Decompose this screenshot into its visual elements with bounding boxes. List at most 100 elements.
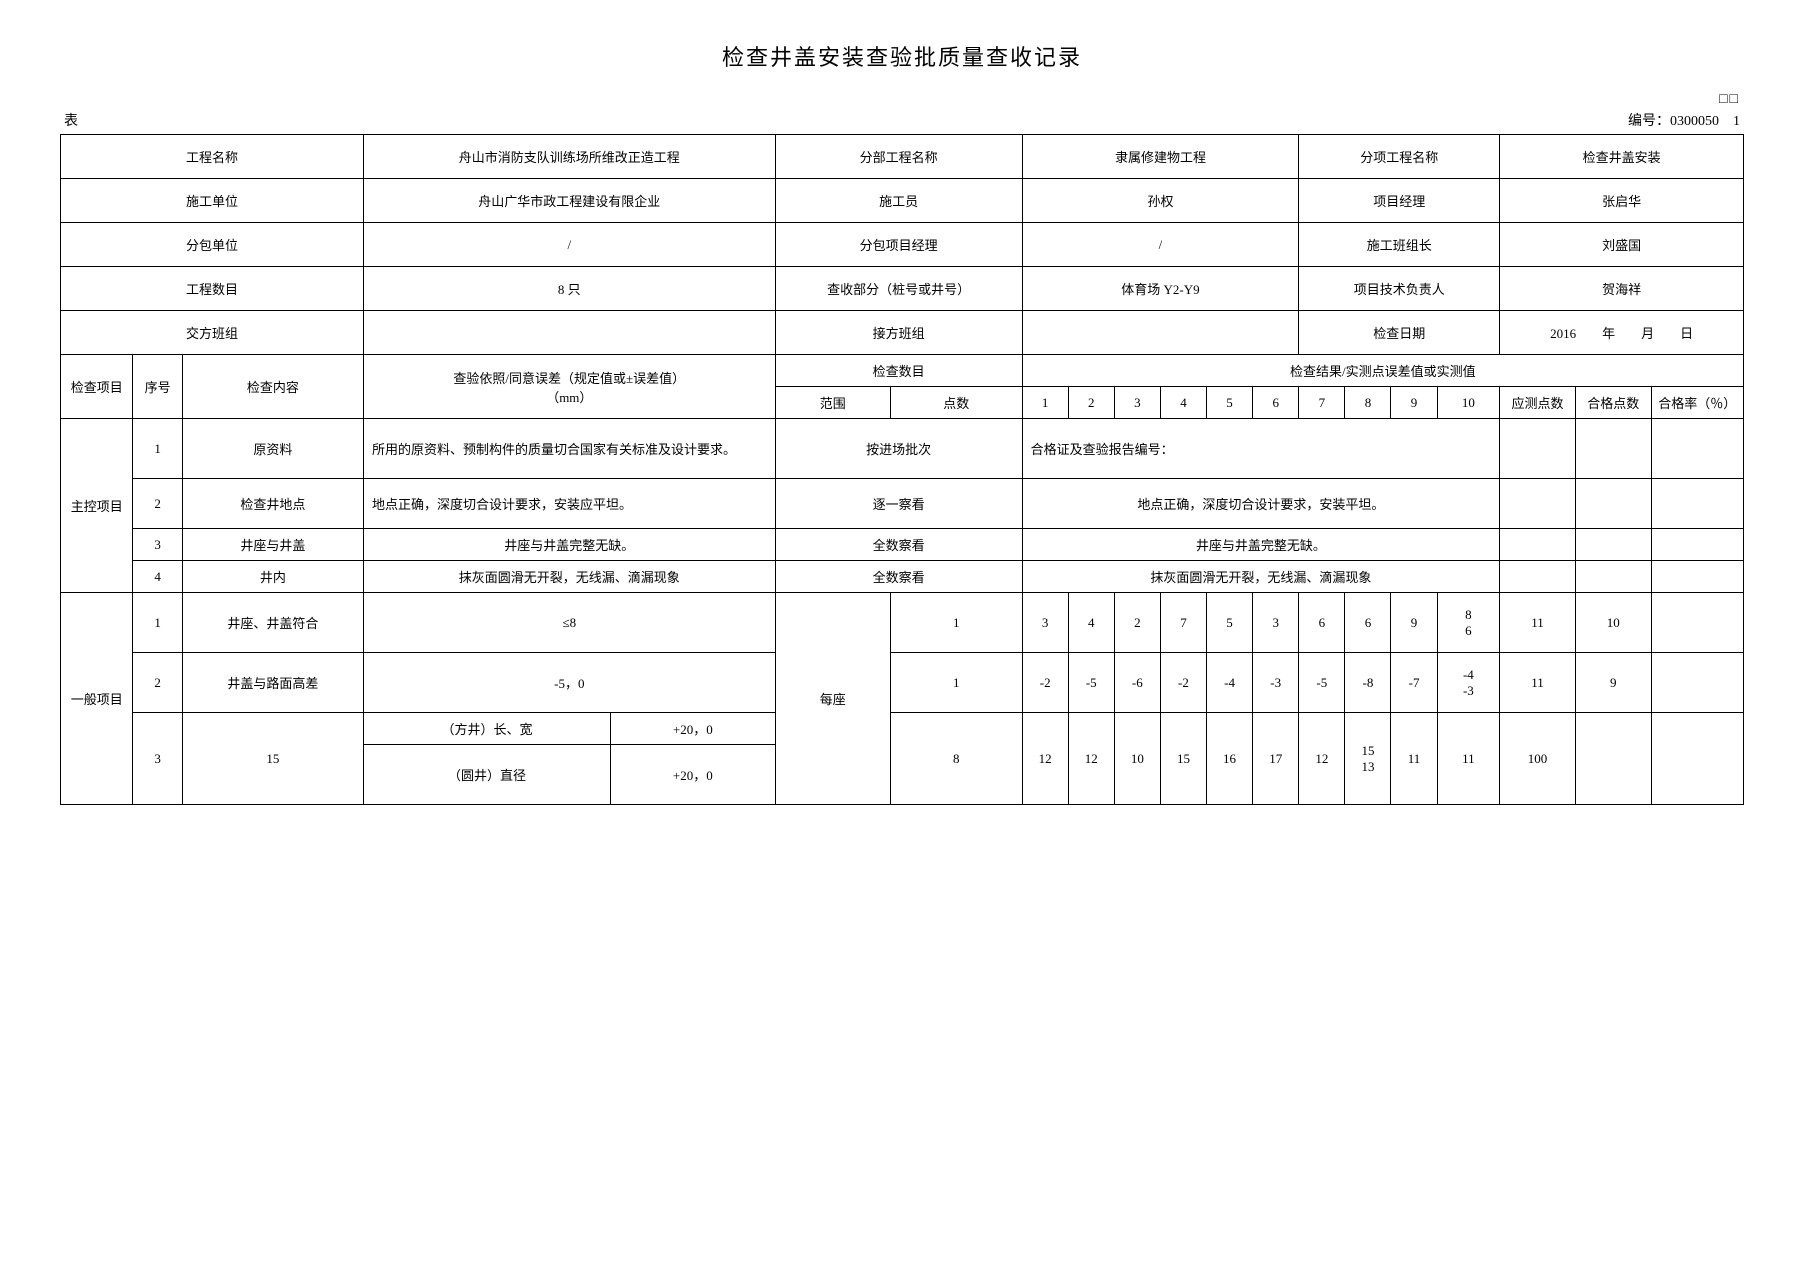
- cell: [1500, 419, 1576, 479]
- value: 检查井盖安装: [1500, 135, 1744, 179]
- th: 检查内容: [182, 355, 363, 419]
- cell: [1575, 479, 1651, 529]
- cell: [1651, 561, 1743, 593]
- cell: [1500, 479, 1576, 529]
- cell: 3: [1022, 593, 1068, 653]
- cell: 井盖与路面高差: [182, 653, 363, 713]
- cell: 10: [1114, 713, 1160, 805]
- label: 查收部分（桩号或井号）: [775, 267, 1022, 311]
- value: 舟山广华市政工程建设有限企业: [363, 179, 775, 223]
- cell: 检查井地点: [182, 479, 363, 529]
- label: 交方班组: [61, 311, 364, 355]
- th: 2: [1068, 387, 1114, 419]
- code-label: 编号：: [1628, 114, 1670, 129]
- cell: 地点正确，深度切合设计要求，安装平坦。: [1022, 479, 1500, 529]
- label: 施工员: [775, 179, 1022, 223]
- label: 工程名称: [61, 135, 364, 179]
- value: 舟山市消防支队训练场所维改正造工程: [363, 135, 775, 179]
- label: 分包项目经理: [775, 223, 1022, 267]
- value: 体育场 Y2-Y9: [1022, 267, 1299, 311]
- label: 项目技术负责人: [1299, 267, 1500, 311]
- label: 检查日期: [1299, 311, 1500, 355]
- cell: 1: [890, 593, 1022, 653]
- th: 4: [1160, 387, 1206, 419]
- main-table: 工程名称 舟山市消防支队训练场所维改正造工程 分部工程名称 隶属修建物工程 分项…: [60, 134, 1744, 805]
- cell: 原资料: [182, 419, 363, 479]
- cell: 11: [1391, 713, 1437, 805]
- cell: -2: [1160, 653, 1206, 713]
- value: /: [363, 223, 775, 267]
- cell: 所用的原资料、预制构件的质量切合国家有关标准及设计要求。: [363, 419, 775, 479]
- cell: ≤8: [363, 593, 775, 653]
- cell: 3: [1253, 593, 1299, 653]
- th: 应测点数: [1500, 387, 1576, 419]
- cell: +20，0: [610, 745, 775, 805]
- cell: 抹灰面圆滑无开裂，无线漏、滴漏现象: [1022, 561, 1500, 593]
- label: 施工班组长: [1299, 223, 1500, 267]
- cell: 井座与井盖完整无缺。: [1022, 529, 1500, 561]
- cell: 地点正确，深度切合设计要求，安装应平坦。: [363, 479, 775, 529]
- label: 分项工程名称: [1299, 135, 1500, 179]
- label: 工程数目: [61, 267, 364, 311]
- cell: [1575, 561, 1651, 593]
- cell: 11: [1500, 653, 1576, 713]
- label: 分包单位: [61, 223, 364, 267]
- cell: 1: [133, 593, 182, 653]
- th: 1: [1022, 387, 1068, 419]
- cell: [1651, 653, 1743, 713]
- th: 7: [1299, 387, 1345, 419]
- th: 检查结果/实测点误差值或实测值: [1022, 355, 1743, 387]
- value: 孙权: [1022, 179, 1299, 223]
- th: 合格点数: [1575, 387, 1651, 419]
- cell: -8: [1345, 653, 1391, 713]
- value: /: [1022, 223, 1299, 267]
- cell: -5，0: [363, 653, 775, 713]
- cell: 每座: [775, 593, 890, 805]
- cell: 1: [133, 419, 182, 479]
- value: 张启华: [1500, 179, 1744, 223]
- cell: -4: [1206, 653, 1252, 713]
- cell: 2: [133, 653, 182, 713]
- cell: -6: [1114, 653, 1160, 713]
- cell: -5: [1299, 653, 1345, 713]
- cell: [1651, 593, 1743, 653]
- label: 接方班组: [775, 311, 1022, 355]
- th: 检查数目: [775, 355, 1022, 387]
- label: 施工单位: [61, 179, 364, 223]
- cell: 7: [1160, 593, 1206, 653]
- code-value: 0300050: [1670, 114, 1719, 129]
- cell: -4 -3: [1437, 653, 1500, 713]
- cell: 全数察看: [775, 529, 1022, 561]
- cell: 逐一察看: [775, 479, 1022, 529]
- cell: 3: [133, 713, 182, 805]
- value: 隶属修建物工程: [1022, 135, 1299, 179]
- cell: 全数察看: [775, 561, 1022, 593]
- cell: 井座、井盖符合: [182, 593, 363, 653]
- cell: 11: [1437, 713, 1500, 805]
- cell: [1575, 419, 1651, 479]
- th: 合格率（％）: [1651, 387, 1743, 419]
- cell: [1500, 529, 1576, 561]
- cell: [1575, 713, 1651, 805]
- cell: [1575, 529, 1651, 561]
- th: 9: [1391, 387, 1437, 419]
- cell: [1651, 713, 1743, 805]
- th: 3: [1114, 387, 1160, 419]
- cell: 4: [1068, 593, 1114, 653]
- cell: 15: [1160, 713, 1206, 805]
- cell: 15 13: [1345, 713, 1391, 805]
- cell: 3: [133, 529, 182, 561]
- cell: 8 6: [1437, 593, 1500, 653]
- cell: [1500, 561, 1576, 593]
- cell: 井内: [182, 561, 363, 593]
- cell: 12: [1299, 713, 1345, 805]
- cell: 17: [1253, 713, 1299, 805]
- cell: -2: [1022, 653, 1068, 713]
- value: 刘盛国: [1500, 223, 1744, 267]
- cell: 8: [890, 713, 1022, 805]
- cell: 井座与井盖完整无缺。: [363, 529, 775, 561]
- th: 点数: [890, 387, 1022, 419]
- cell: 12: [1068, 713, 1114, 805]
- cell: 11: [1500, 593, 1576, 653]
- seq-value: 1: [1733, 114, 1740, 129]
